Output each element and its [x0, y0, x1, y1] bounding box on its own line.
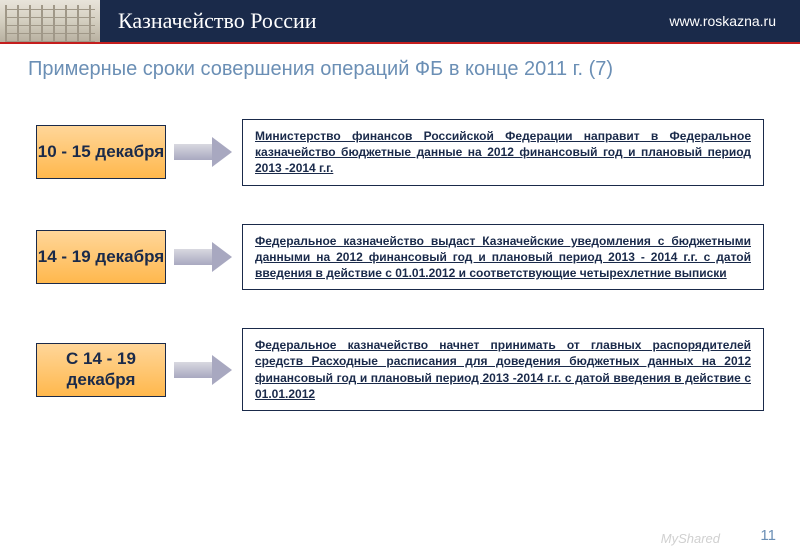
arrow-icon	[174, 355, 234, 385]
header-bar: Казначейство России www.roskazna.ru	[0, 0, 800, 42]
date-box-1: 10 - 15 декабря	[36, 125, 166, 179]
header-title: Казначейство России	[118, 8, 669, 34]
timeline-row: 14 - 19 декабря Федеральное казначейство…	[36, 224, 764, 291]
desc-box-3: Федеральное казначейство начнет принимат…	[242, 328, 764, 411]
arrow-icon	[174, 137, 234, 167]
date-box-3: С 14 - 19 декабря	[36, 343, 166, 397]
desc-box-2: Федеральное казначейство выдаст Казначей…	[242, 224, 764, 291]
date-box-2: 14 - 19 декабря	[36, 230, 166, 284]
content-area: 10 - 15 декабря Министерство финансов Ро…	[0, 87, 800, 411]
timeline-row: С 14 - 19 декабря Федеральное казначейст…	[36, 328, 764, 411]
building-image	[0, 0, 100, 42]
desc-box-1: Министерство финансов Российской Федерац…	[242, 119, 764, 186]
timeline-row: 10 - 15 декабря Министерство финансов Ро…	[36, 119, 764, 186]
page-title: Примерные сроки совершения операций ФБ в…	[0, 44, 800, 87]
header-url: www.roskazna.ru	[669, 13, 776, 29]
page-number: 11	[760, 527, 776, 544]
arrow-icon	[174, 242, 234, 272]
watermark: MyShared	[661, 531, 720, 546]
